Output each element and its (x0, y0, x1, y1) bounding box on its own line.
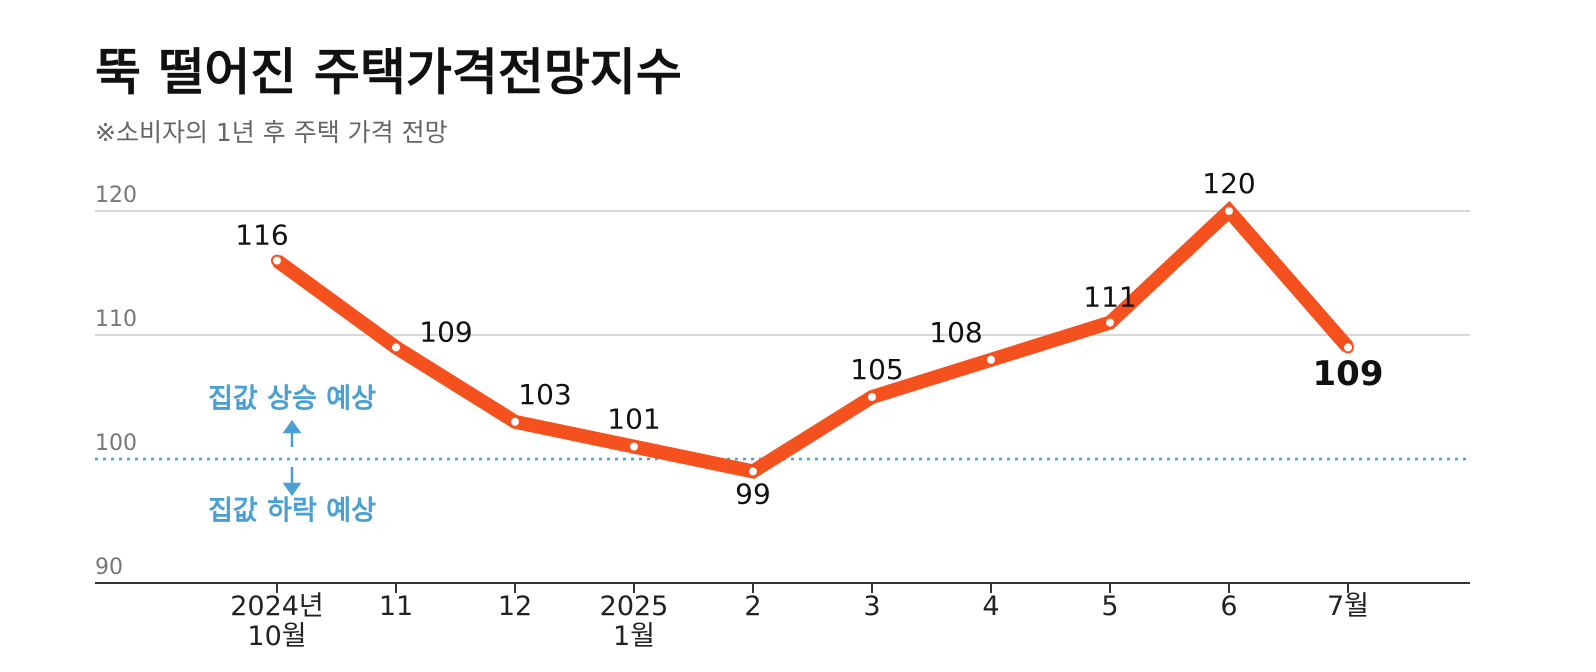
data-label: 99 (735, 477, 771, 510)
point (747, 465, 759, 478)
x-tick-label: 11 (379, 591, 413, 622)
point (509, 415, 521, 428)
point (985, 353, 997, 366)
annotation: 집값 상승 예상 (208, 384, 376, 415)
arrows (282, 419, 302, 497)
y-tick-label: 120 (95, 183, 137, 208)
x-tick-label: 4 (982, 591, 999, 622)
data-label: 103 (518, 378, 571, 411)
y-tick-label: 100 (95, 431, 137, 456)
data-label: 101 (607, 403, 660, 436)
x-tick-label: 5 (1101, 591, 1118, 622)
x-tick-label: 12 (498, 591, 532, 622)
chart-subtitle: ※소비자의 1년 후 주택 가격 전망 (95, 118, 448, 147)
y-tick-label: 110 (95, 307, 137, 332)
point (1342, 341, 1354, 354)
data-label: 116 (235, 219, 288, 252)
chart-title: 뚝 떨어진 주택가격전망지수 (95, 44, 682, 102)
data-label: 111 (1083, 281, 1136, 314)
x-tick-label: 3 (863, 591, 880, 622)
arrow-down-head (282, 482, 302, 497)
x-tick-label: 2025 1월 (600, 591, 669, 652)
point (628, 440, 640, 453)
x-tick-label: 7월 (1327, 591, 1369, 622)
data-label: 109 (419, 315, 472, 348)
x-tick-label: 2 (744, 591, 761, 622)
data-label: 120 (1202, 167, 1255, 200)
x-tick-label: 2024년 10월 (230, 591, 324, 652)
point (1104, 316, 1116, 329)
data-label: 105 (850, 353, 903, 386)
point (390, 341, 402, 354)
annotation: 집값 하락 예상 (208, 496, 376, 527)
data-label: 108 (929, 316, 982, 349)
arrow-up-head (282, 419, 302, 434)
line-series (272, 200, 1354, 479)
data-label: 109 (1313, 354, 1384, 394)
point (866, 391, 878, 403)
point (271, 254, 283, 267)
point (1223, 205, 1235, 217)
y-tick-label: 90 (95, 555, 123, 580)
x-tick-label: 6 (1220, 591, 1237, 622)
